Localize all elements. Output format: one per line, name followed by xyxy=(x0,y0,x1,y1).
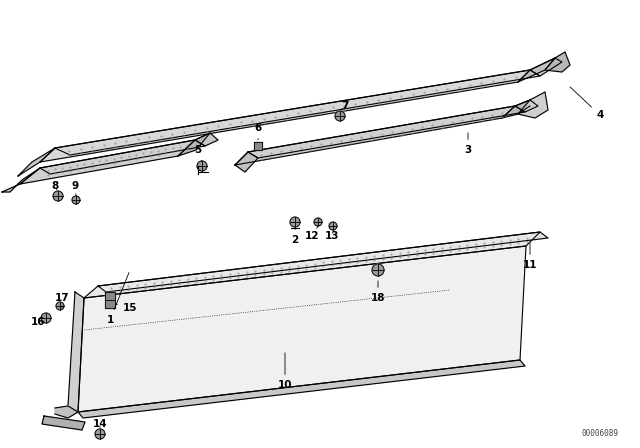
Polygon shape xyxy=(545,52,570,72)
Text: 7: 7 xyxy=(341,101,349,111)
Circle shape xyxy=(290,217,300,227)
Text: 1: 1 xyxy=(106,272,129,325)
Polygon shape xyxy=(55,70,540,155)
Polygon shape xyxy=(68,292,84,412)
Text: 00006089: 00006089 xyxy=(581,429,618,438)
Text: 6: 6 xyxy=(254,123,262,140)
Polygon shape xyxy=(42,416,85,430)
Circle shape xyxy=(41,313,51,323)
Polygon shape xyxy=(84,232,540,298)
Text: 15: 15 xyxy=(116,303,137,313)
Polygon shape xyxy=(248,106,525,158)
Text: 10: 10 xyxy=(278,353,292,390)
Polygon shape xyxy=(235,106,515,165)
Text: 16: 16 xyxy=(31,317,45,327)
Circle shape xyxy=(56,302,64,310)
Circle shape xyxy=(197,161,207,171)
Circle shape xyxy=(329,222,337,230)
Polygon shape xyxy=(55,406,78,418)
Polygon shape xyxy=(105,292,115,308)
Text: 13: 13 xyxy=(324,231,339,241)
Polygon shape xyxy=(78,360,525,418)
Text: 8: 8 xyxy=(51,181,59,191)
Circle shape xyxy=(372,264,384,276)
Text: 17: 17 xyxy=(54,293,69,308)
Text: 12: 12 xyxy=(305,226,319,241)
Polygon shape xyxy=(178,133,210,156)
Text: 9: 9 xyxy=(72,181,79,196)
Polygon shape xyxy=(235,152,258,172)
Polygon shape xyxy=(2,168,40,192)
Text: 18: 18 xyxy=(371,281,385,303)
Text: 2: 2 xyxy=(291,228,299,245)
Polygon shape xyxy=(518,58,555,82)
Circle shape xyxy=(53,191,63,201)
Polygon shape xyxy=(502,100,530,118)
Text: 4: 4 xyxy=(570,87,604,120)
Text: 5: 5 xyxy=(195,145,202,162)
Circle shape xyxy=(95,429,105,439)
Polygon shape xyxy=(515,100,538,112)
Polygon shape xyxy=(195,133,218,146)
Polygon shape xyxy=(78,246,526,412)
Text: 3: 3 xyxy=(465,133,472,155)
Circle shape xyxy=(335,111,345,121)
Polygon shape xyxy=(98,232,548,292)
Polygon shape xyxy=(530,58,562,76)
Polygon shape xyxy=(40,70,530,162)
Circle shape xyxy=(72,196,80,204)
Text: 14: 14 xyxy=(93,419,108,429)
Circle shape xyxy=(314,218,322,226)
Text: 11: 11 xyxy=(523,243,537,270)
Polygon shape xyxy=(18,148,55,176)
Polygon shape xyxy=(20,140,195,184)
Polygon shape xyxy=(518,92,548,118)
Bar xyxy=(254,142,262,150)
Polygon shape xyxy=(40,140,205,174)
